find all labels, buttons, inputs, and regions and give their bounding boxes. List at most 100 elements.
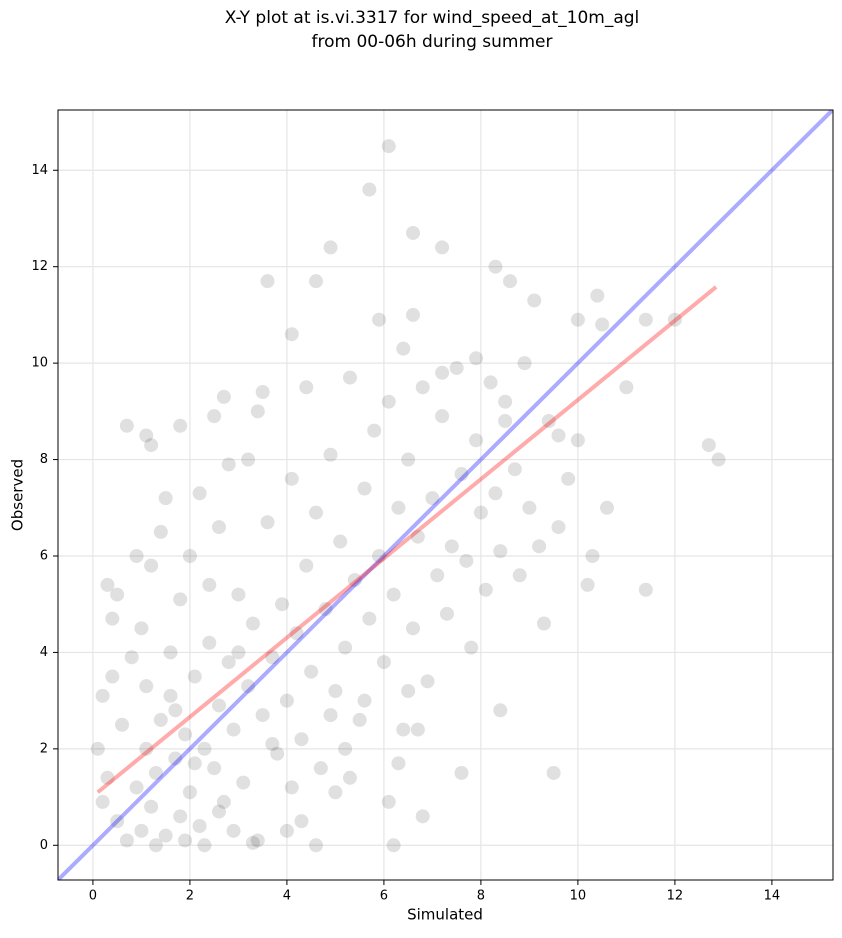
point [430, 568, 445, 583]
point [352, 712, 367, 727]
point [241, 452, 256, 467]
point [376, 655, 391, 670]
point [410, 529, 425, 544]
y-tick-label: 8 [40, 452, 48, 467]
y-tick-label: 12 [31, 259, 48, 274]
point [551, 520, 566, 535]
point [512, 568, 527, 583]
point [435, 365, 450, 380]
point [294, 732, 309, 747]
chart-title: X-Y plot at is.vi.3317 for wind_speed_at… [225, 8, 640, 28]
point [372, 548, 387, 563]
point [207, 761, 222, 776]
point [444, 539, 459, 554]
point [401, 683, 416, 698]
point [124, 650, 139, 665]
point [197, 741, 212, 756]
point [313, 761, 328, 776]
point [478, 582, 493, 597]
point [372, 312, 387, 327]
x-tick-label: 10 [570, 889, 587, 904]
point [250, 833, 265, 848]
point [536, 616, 551, 631]
point [289, 626, 304, 641]
point [638, 582, 653, 597]
point [90, 741, 105, 756]
point [95, 688, 110, 703]
point [148, 765, 163, 780]
point [182, 548, 197, 563]
y-tick-label: 4 [40, 645, 48, 660]
point [396, 722, 411, 737]
point [391, 500, 406, 515]
point [323, 708, 338, 723]
point [498, 394, 513, 409]
point [207, 409, 222, 424]
point [163, 688, 178, 703]
point [406, 225, 421, 240]
point [328, 785, 343, 800]
point [342, 770, 357, 785]
point [212, 520, 227, 535]
plot-frame [57, 109, 834, 881]
point [527, 293, 542, 308]
point [221, 457, 236, 472]
point [105, 669, 120, 684]
point [396, 341, 411, 356]
point [168, 751, 183, 766]
point [192, 818, 207, 833]
point [701, 438, 716, 453]
point [425, 491, 440, 506]
fit-line [58, 110, 833, 880]
point [459, 553, 474, 568]
point [163, 645, 178, 660]
point [551, 428, 566, 443]
y-tick-label: 2 [40, 741, 48, 756]
point [134, 621, 149, 636]
point [144, 558, 159, 573]
point [226, 823, 241, 838]
point [110, 587, 125, 602]
point [522, 500, 537, 515]
point [241, 679, 256, 694]
point [488, 486, 503, 501]
x-tick-label: 0 [89, 889, 97, 904]
point [173, 418, 188, 433]
point [333, 534, 348, 549]
point [711, 452, 726, 467]
point [100, 770, 115, 785]
point [178, 727, 193, 742]
point [284, 780, 299, 795]
point [115, 717, 130, 732]
point [294, 814, 309, 829]
point [391, 756, 406, 771]
point [129, 780, 144, 795]
point [595, 317, 610, 332]
point [532, 539, 547, 554]
point [493, 544, 508, 559]
point [338, 741, 353, 756]
x-tick-label: 14 [764, 889, 781, 904]
point [435, 240, 450, 255]
point [178, 833, 193, 848]
point [406, 621, 421, 636]
point [435, 409, 450, 424]
point [231, 645, 246, 660]
x-tick-label: 4 [283, 889, 291, 904]
point [381, 794, 396, 809]
point [381, 394, 396, 409]
point [255, 385, 270, 400]
point [570, 433, 585, 448]
point [216, 389, 231, 404]
point [158, 828, 173, 843]
point [357, 481, 372, 496]
point [284, 327, 299, 342]
point [638, 312, 653, 327]
point [309, 274, 324, 289]
point [202, 635, 217, 650]
point [469, 433, 484, 448]
y-tick-label: 14 [31, 163, 48, 178]
point [318, 602, 333, 617]
point [265, 650, 280, 665]
point [153, 712, 168, 727]
